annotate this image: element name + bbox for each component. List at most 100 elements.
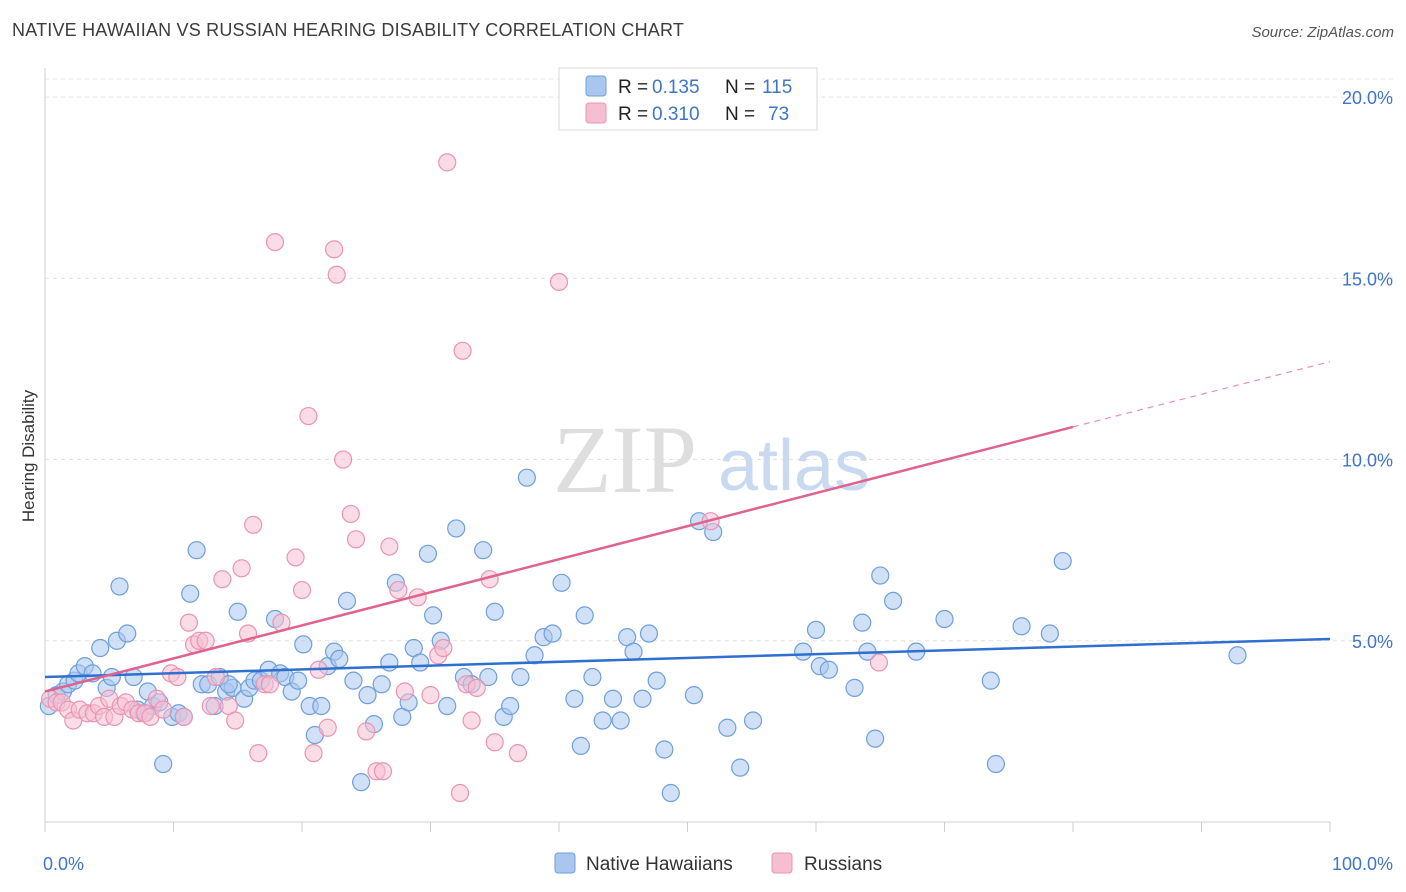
legend-r-label-1: R =: [618, 77, 648, 98]
russians-point-29: [213, 570, 232, 589]
bottom-legend-native-hawaiians: Native Hawaiians: [586, 854, 733, 875]
russians-point-19: [154, 700, 173, 719]
russians-point-49: [341, 504, 360, 524]
native-hawaiians-point-78: [543, 624, 562, 643]
native-hawaiians-point-93: [661, 783, 680, 803]
russians-point-37: [260, 675, 279, 694]
chart-title: NATIVE HAWAIIAN VS RUSSIAN HEARING DISAB…: [12, 20, 685, 40]
native-hawaiians-point-51: [344, 671, 363, 690]
y-tick-labels: 5.0% 10.0% 15.0% 20.0%: [1342, 88, 1393, 652]
native-hawaiians-point-43: [294, 635, 313, 654]
native-hawaiians-point-90: [639, 624, 659, 643]
native-hawaiians-point-65: [438, 696, 457, 716]
watermark: ZIP atlas: [553, 406, 870, 513]
russians-point-21: [168, 667, 187, 687]
russians-trend-extension: [1072, 361, 1331, 428]
x-tick-min: 0.0%: [43, 854, 84, 874]
native-hawaiians-points: [39, 468, 1247, 803]
native-hawaiians-point-115: [1040, 624, 1059, 643]
native-hawaiians-point-114: [1012, 617, 1031, 636]
legend-r-label-2: R =: [618, 104, 648, 125]
native-hawaiians-point-70: [479, 667, 498, 687]
native-hawaiians-point-32: [228, 602, 247, 621]
native-hawaiians-point-24: [181, 584, 200, 603]
native-hawaiians-point-49: [330, 649, 349, 669]
russians-point-53: [373, 762, 393, 781]
legend-swatch-pink: [585, 102, 607, 124]
trend-lines: [44, 361, 1331, 693]
russians-point-68: [485, 733, 504, 752]
russians-point-50: [346, 530, 366, 549]
native-hawaiians-point-76: [525, 646, 544, 665]
russians-point-38: [265, 232, 285, 252]
legend-swatch-blue: [585, 75, 607, 97]
native-hawaiians-point-71: [485, 602, 504, 621]
native-hawaiians-point-112: [981, 671, 1000, 690]
watermark-zip: ZIP: [553, 406, 697, 513]
native-hawaiians-point-69: [474, 541, 493, 560]
russians-point-66: [467, 678, 486, 697]
russians-point-40: [286, 548, 305, 567]
legend: R = 0.135 N = 115 R = 0.310 N = 73: [558, 67, 818, 131]
russians-point-61: [438, 153, 457, 172]
native-hawaiians-point-74: [511, 667, 530, 687]
russians-point-31: [226, 711, 245, 730]
source-label: Source: ZipAtlas.com: [1251, 24, 1394, 41]
native-hawaiians-point-75: [517, 468, 536, 487]
y-tick-label-0: 5.0%: [1352, 632, 1393, 652]
native-hawaiians-point-46: [312, 696, 331, 716]
y-axis-label: Hearing Disability: [19, 389, 38, 522]
russians-point-41: [292, 580, 312, 600]
bottom-legend-swatch-pink: [771, 852, 793, 874]
native-hawaiians-point-85: [603, 689, 623, 708]
legend-r-value-2: 0.310: [652, 104, 700, 125]
russians-point-72: [869, 653, 889, 672]
russians-point-58: [421, 686, 440, 705]
russians-point-22: [174, 707, 193, 726]
native-hawaiians-point-92: [655, 740, 674, 759]
native-hawaiians-point-100: [794, 642, 813, 661]
y-tick-label-1: 10.0%: [1342, 451, 1393, 471]
bottom-legend: Native Hawaiians Russians: [554, 852, 882, 875]
native-hawaiians-point-80: [565, 689, 584, 708]
native-hawaiians-point-53: [358, 686, 377, 705]
native-hawaiians-point-98: [731, 758, 750, 777]
russians-point-63: [453, 341, 472, 360]
native-hawaiians-trend-line: [44, 637, 1331, 679]
native-hawaiians-point-117: [1228, 646, 1247, 665]
native-hawaiians-point-79: [552, 573, 571, 592]
legend-n-label-1: N =: [725, 77, 755, 98]
bottom-legend-russians: Russians: [804, 854, 882, 875]
native-hawaiians-point-97: [718, 718, 737, 737]
native-hawaiians-point-105: [853, 613, 872, 632]
native-hawaiians-point-83: [583, 667, 602, 687]
native-hawaiians-point-8: [91, 638, 110, 658]
russians-point-34: [244, 515, 263, 534]
native-hawaiians-point-25: [187, 541, 206, 560]
russians-point-47: [327, 265, 346, 284]
russians-point-60: [434, 638, 453, 658]
native-hawaiians-point-55: [372, 675, 391, 694]
bottom-legend-swatch-blue: [554, 852, 576, 874]
watermark-atlas: atlas: [718, 426, 870, 506]
native-hawaiians-point-12: [110, 577, 129, 596]
native-hawaiians-point-108: [871, 566, 890, 585]
russians-point-54: [380, 537, 399, 556]
russians-point-70: [549, 272, 569, 292]
russians-point-35: [249, 744, 268, 763]
russians-point-46: [325, 240, 344, 259]
native-hawaiians-point-42: [289, 671, 308, 690]
native-hawaiians-point-63: [423, 606, 443, 625]
native-hawaiians-point-62: [418, 544, 438, 563]
native-hawaiians-point-107: [866, 729, 885, 748]
native-hawaiians-point-88: [624, 642, 643, 661]
legend-n-value-2: 73: [768, 104, 789, 125]
x-tick-max: 100.0%: [1332, 854, 1393, 874]
native-hawaiians-point-111: [935, 609, 954, 629]
native-hawaiians-point-61: [411, 653, 430, 672]
russians-point-23: [179, 613, 199, 632]
native-hawaiians-point-99: [743, 711, 763, 730]
native-hawaiians-point-89: [633, 689, 652, 708]
native-hawaiians-point-50: [337, 591, 357, 611]
